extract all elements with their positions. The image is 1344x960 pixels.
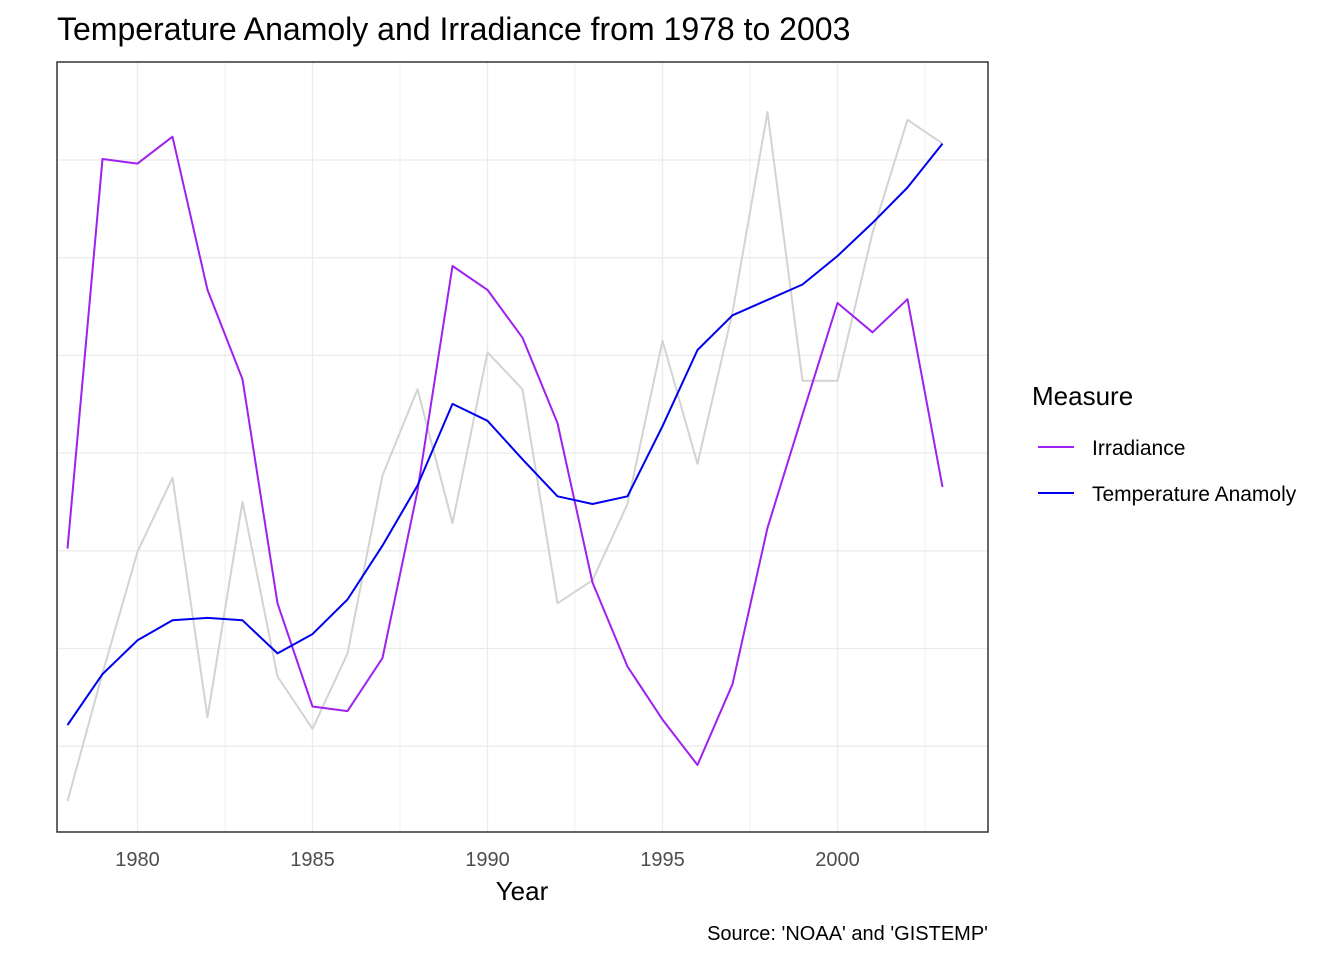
legend-label-temperature-anamoly: Temperature Anamoly	[1092, 483, 1297, 506]
series-line-temperature-anamoly	[66, 142, 944, 726]
legend-label-irradiance: Irradiance	[1092, 437, 1185, 460]
x-axis-ticks: 1980 1985 1990 1995 2000	[115, 849, 860, 871]
series-line-irradiance	[66, 135, 944, 766]
chart-title: Temperature Anamoly and Irradiance from …	[57, 11, 850, 47]
chart-caption: Source: 'NOAA' and 'GISTEMP'	[707, 923, 988, 945]
plot-border	[56, 61, 989, 833]
legend-title: Measure	[1032, 381, 1133, 411]
series-lines	[66, 111, 944, 802]
x-tick-label: 1985	[290, 849, 335, 871]
x-tick-label: 1990	[465, 849, 510, 871]
x-tick-label: 1995	[640, 849, 685, 871]
legend: Measure Irradiance Temperature Anamoly	[1032, 381, 1297, 506]
x-axis-title: Year	[496, 876, 549, 906]
grid-lines	[57, 62, 988, 832]
series-line-unlabeled	[66, 111, 944, 802]
x-tick-label: 1980	[115, 849, 160, 871]
x-tick-label: 2000	[815, 849, 860, 871]
plot-area	[56, 61, 989, 833]
